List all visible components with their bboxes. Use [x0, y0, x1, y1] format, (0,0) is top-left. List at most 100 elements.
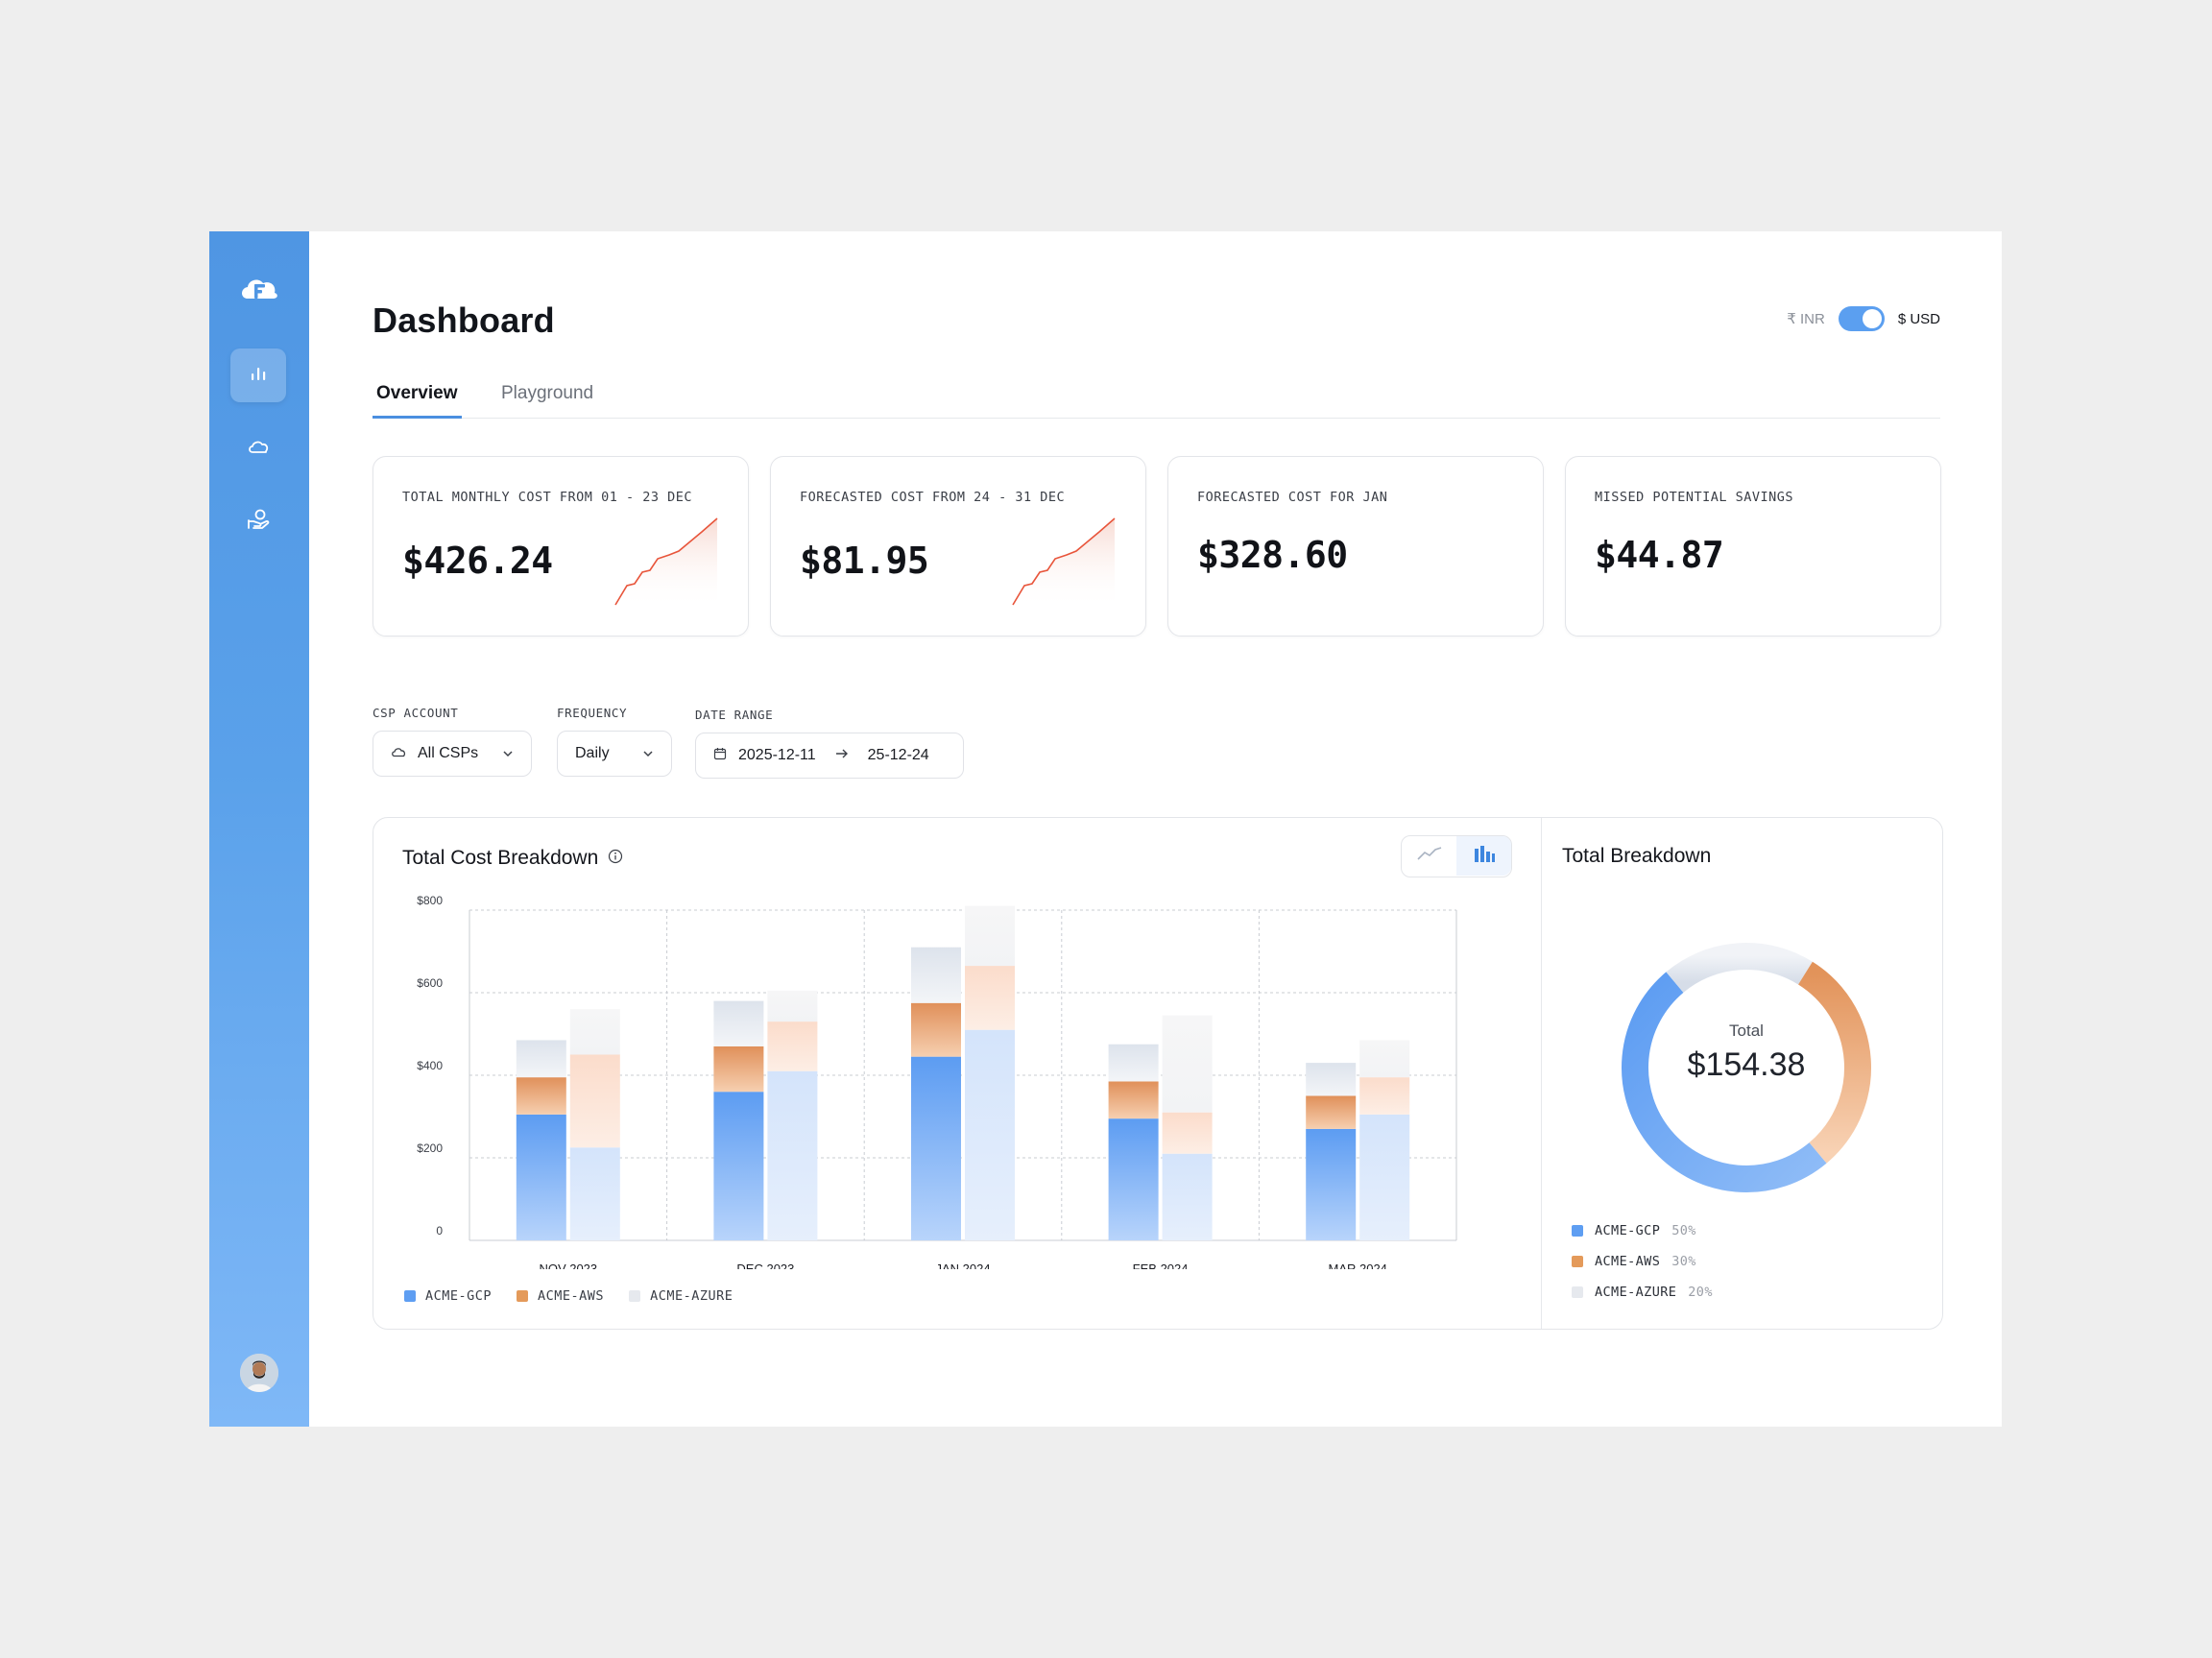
currency-toggle[interactable] [1838, 306, 1885, 331]
bar-acme-gcp [1306, 1128, 1357, 1240]
bar-acme-azure-forecast [965, 905, 1015, 967]
currency-usd-label[interactable]: $ USD [1897, 310, 1940, 327]
donut-legend: ACME-GCP 50% ACME-AWS 30% ACME-AZURE 20% [1572, 1215, 1713, 1308]
bar-acme-azure [911, 947, 961, 1003]
legend-label: ACME-AWS [538, 1288, 605, 1304]
legend-label: ACME-GCP [425, 1288, 493, 1304]
kpi-label: MISSED POTENTIAL SAVINGS [1595, 490, 1794, 505]
chart-legend: ACME-GCP ACME-AWS ACME-AZURE [404, 1288, 733, 1304]
tab-bar: Overview Playground [373, 383, 1940, 419]
kpi-value: $426.24 [402, 540, 553, 582]
donut-slice-acme-aws [1797, 961, 1871, 1164]
total-breakdown-donut [1622, 943, 1871, 1192]
kpi-card-forecast-dec[interactable]: FORECASTED COST FROM 24 - 31 DEC $81.95 [770, 456, 1146, 637]
donut-legend-azure[interactable]: ACME-AZURE 20% [1572, 1277, 1713, 1308]
arrow-right-icon [835, 747, 849, 764]
toggle-knob [1862, 309, 1882, 328]
line-view-button[interactable] [1402, 836, 1456, 876]
bar-acme-aws [911, 1002, 961, 1057]
date-range-start[interactable]: 2025-12-11 [738, 747, 816, 763]
y-tick-label: $400 [417, 1059, 443, 1072]
frequency-select[interactable]: Daily [557, 731, 672, 777]
kpi-cards: TOTAL MONTHLY COST FROM 01 - 23 DEC $426… [373, 456, 1941, 637]
donut-center-value: $154.38 [1687, 1046, 1806, 1083]
legend-percent: 30% [1671, 1254, 1696, 1269]
legend-percent: 50% [1671, 1223, 1696, 1238]
kpi-value: $44.87 [1595, 534, 1724, 576]
currency-toggle-group: ₹ INR $ USD [1787, 306, 1940, 331]
legend-swatch [1572, 1256, 1583, 1267]
cost-breakdown-header: Total Cost Breakdown [402, 847, 623, 870]
kpi-card-total-monthly[interactable]: TOTAL MONTHLY COST FROM 01 - 23 DEC $426… [373, 456, 749, 637]
y-tick-label: $600 [417, 976, 443, 990]
sidebar-item-dashboard[interactable] [230, 348, 286, 402]
csp-account-label: CSP ACCOUNT [373, 706, 459, 720]
bar-acme-aws-forecast [1359, 1077, 1410, 1115]
donut-slice-acme-azure [1666, 943, 1813, 994]
y-tick-label: 0 [436, 1224, 443, 1237]
sparkline-up-icon [614, 517, 718, 609]
main-content: Dashboard ₹ INR $ USD Overview Playgroun… [309, 231, 2002, 1427]
sidebar-item-cloud[interactable] [230, 421, 286, 475]
kpi-label: FORECASTED COST FOR JAN [1197, 490, 1388, 505]
app-window: Dashboard ₹ INR $ USD Overview Playgroun… [209, 231, 2002, 1427]
csp-account-select[interactable]: All CSPs [373, 731, 532, 777]
csp-account-value: All CSPs [418, 745, 479, 761]
date-range-label: DATE RANGE [695, 708, 774, 722]
bar-acme-gcp-forecast [767, 1070, 818, 1240]
legend-item-aws[interactable]: ACME-AWS [517, 1288, 604, 1304]
bar-acme-aws [713, 1045, 764, 1093]
bar-acme-gcp-forecast [965, 1029, 1015, 1240]
frequency-label: FREQUENCY [557, 706, 628, 720]
user-avatar[interactable] [240, 1354, 278, 1392]
legend-item-azure[interactable]: ACME-AZURE [629, 1288, 733, 1304]
legend-label: ACME-AWS [1595, 1254, 1661, 1269]
kpi-card-missed-savings[interactable]: MISSED POTENTIAL SAVINGS $44.87 [1565, 456, 1941, 637]
kpi-label: FORECASTED COST FROM 24 - 31 DEC [800, 490, 1066, 505]
bar-view-button[interactable] [1456, 836, 1511, 876]
app-logo[interactable] [236, 270, 282, 308]
y-tick-label: $200 [417, 1141, 443, 1155]
currency-inr-label[interactable]: ₹ INR [1787, 311, 1825, 327]
bar-chart-icon [249, 364, 268, 388]
legend-item-gcp[interactable]: ACME-GCP [404, 1288, 492, 1304]
donut-legend-aws[interactable]: ACME-AWS 30% [1572, 1246, 1713, 1277]
bar-acme-azure [1306, 1063, 1357, 1096]
tab-playground[interactable]: Playground [501, 383, 594, 403]
date-range-picker[interactable]: 2025-12-11 25-12-24 [695, 733, 964, 779]
info-icon[interactable] [608, 847, 623, 870]
legend-swatch [404, 1290, 416, 1302]
bar-acme-gcp-forecast [1162, 1153, 1213, 1240]
donut-legend-gcp[interactable]: ACME-GCP 50% [1572, 1215, 1713, 1246]
bar-acme-azure [516, 1040, 566, 1078]
savings-hand-icon [246, 508, 271, 536]
bar-acme-aws-forecast [1162, 1112, 1213, 1154]
x-tick-label: DEC 2023 [736, 1262, 794, 1269]
bar-acme-azure-forecast [767, 990, 818, 1022]
bar-acme-gcp [713, 1092, 764, 1240]
y-tick-label: $800 [417, 895, 443, 907]
cloud-icon [391, 745, 406, 762]
legend-label: ACME-AZURE [1595, 1285, 1677, 1300]
total-breakdown-title: Total Breakdown [1562, 845, 1712, 867]
bar-acme-aws [1306, 1095, 1357, 1129]
legend-label: ACME-AZURE [650, 1288, 733, 1304]
chart-view-toggle [1401, 835, 1512, 877]
bar-chart-icon [1474, 845, 1495, 867]
sidebar-item-savings[interactable] [230, 494, 286, 548]
bar-acme-aws-forecast [965, 966, 1015, 1030]
cost-breakdown-panel: Total Cost Breakdown 0 $200 $400 $600 $800 NO… [373, 817, 1943, 1330]
bar-acme-azure-forecast [569, 1009, 620, 1055]
kpi-label: TOTAL MONTHLY COST FROM 01 - 23 DEC [402, 490, 692, 505]
bar-acme-azure [713, 1000, 764, 1046]
legend-swatch [629, 1290, 641, 1302]
bar-acme-aws-forecast [767, 1021, 818, 1071]
panel-divider [1541, 818, 1542, 1329]
kpi-card-forecast-jan[interactable]: FORECASTED COST FOR JAN $328.60 [1167, 456, 1544, 637]
date-range-end[interactable]: 25-12-24 [867, 747, 929, 763]
tab-overview[interactable]: Overview [373, 383, 462, 419]
x-tick-label: MAR 2024 [1328, 1262, 1386, 1269]
x-tick-label: NOV 2023 [539, 1262, 597, 1269]
bar-acme-azure [1108, 1044, 1159, 1082]
sparkline-up-icon [1012, 517, 1116, 609]
